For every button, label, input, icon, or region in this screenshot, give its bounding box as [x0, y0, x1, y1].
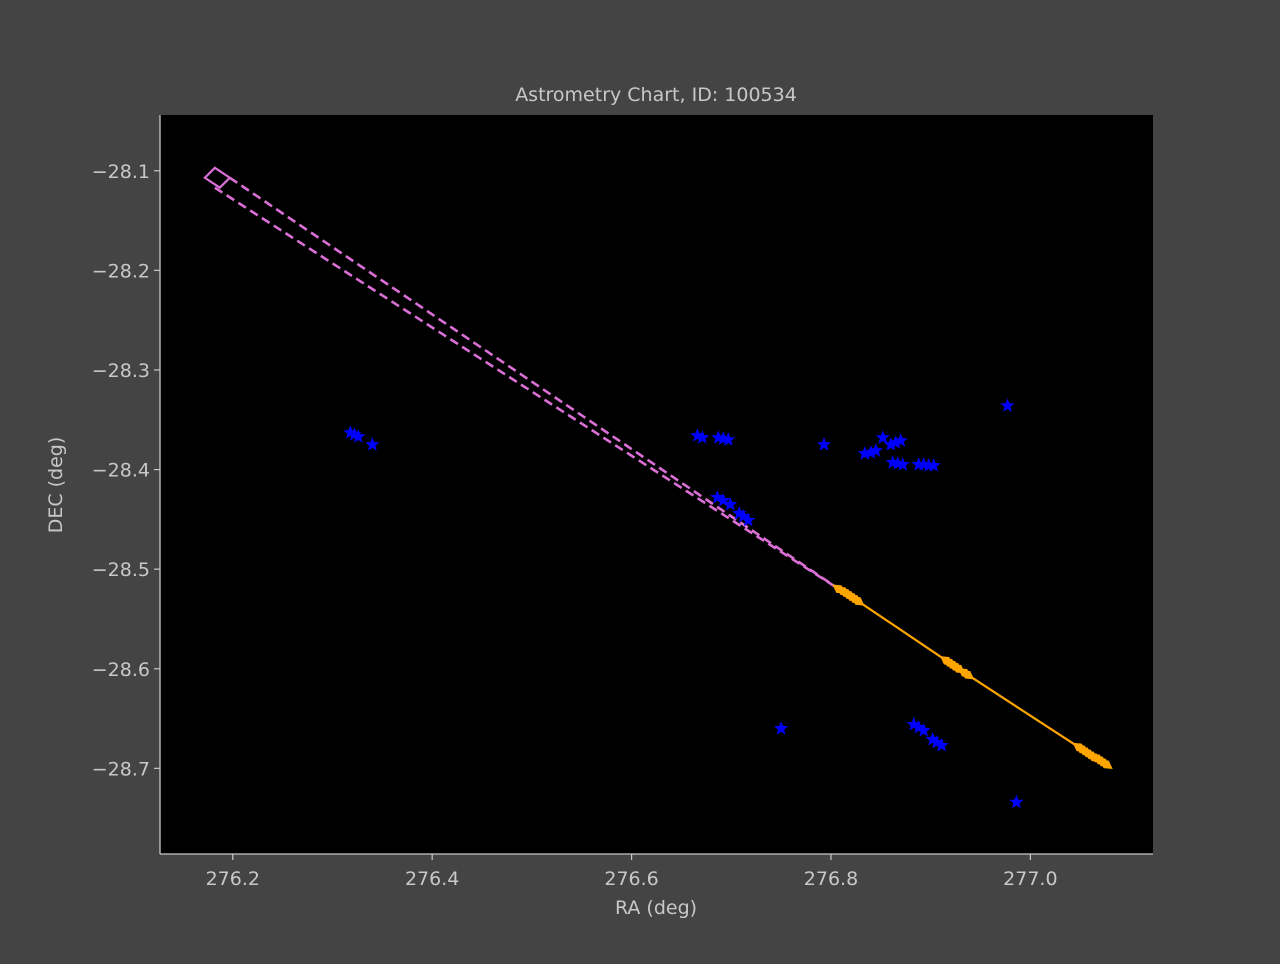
- star-point: [741, 512, 756, 527]
- y-tick-label: −28.7: [92, 758, 150, 780]
- star-point: [926, 458, 941, 472]
- star-point: [343, 425, 358, 439]
- x-tick-label: 277.0: [1003, 868, 1057, 890]
- star-point: [695, 430, 710, 444]
- track-point: [851, 596, 865, 606]
- star-point: [773, 721, 789, 735]
- track-point: [1099, 759, 1113, 769]
- star-point: [895, 457, 910, 471]
- y-tick-label: −28.5: [92, 559, 150, 581]
- star-point: [710, 489, 725, 504]
- y-ticks: −28.1 −28.2 −28.3 −28.4 −28.5 −28.6 −28.7: [92, 161, 160, 780]
- uncertainty-edge-line: [214, 186, 840, 591]
- star-point: [723, 496, 738, 511]
- star-point: [732, 505, 747, 520]
- star-point: [857, 446, 872, 460]
- star-point: [929, 734, 944, 749]
- star-point: [906, 717, 921, 731]
- y-tick-label: −28.4: [92, 460, 150, 482]
- uncertainty-box: [203, 166, 232, 190]
- star-point: [911, 720, 926, 734]
- x-tick-label: 276.2: [206, 868, 260, 890]
- star-point: [883, 437, 898, 451]
- star-point: [888, 435, 903, 449]
- star-point: [868, 443, 883, 457]
- uncertainty-edge-line: [229, 176, 840, 591]
- star-point: [893, 433, 908, 447]
- star-point: [1009, 794, 1024, 809]
- star-point: [816, 437, 832, 451]
- star-point: [934, 737, 949, 752]
- plot-marks: [203, 166, 1113, 809]
- x-tick-label: 276.6: [604, 868, 658, 890]
- y-tick-label: −28.2: [92, 260, 150, 282]
- x-tick-label: 276.4: [405, 868, 459, 890]
- star-point: [721, 432, 736, 446]
- star-point: [925, 731, 940, 746]
- y-tick-label: −28.1: [92, 161, 150, 183]
- star-point: [863, 445, 878, 459]
- star-point: [365, 437, 380, 451]
- x-ticks: 276.2 276.4 276.6 276.8 277.0: [206, 854, 1058, 890]
- x-axis-label: RA (deg): [615, 897, 697, 919]
- star-point: [347, 427, 362, 441]
- x-tick-label: 276.8: [804, 868, 858, 890]
- star-point: [736, 508, 751, 523]
- y-axis-label: DEC (deg): [45, 437, 67, 534]
- y-tick-label: −28.6: [92, 659, 150, 681]
- star-point: [351, 429, 366, 443]
- star-point: [716, 492, 731, 507]
- star-point: [916, 723, 931, 737]
- star-point: [1000, 398, 1015, 412]
- star-point: [690, 428, 705, 442]
- track-point: [961, 670, 975, 680]
- star-point: [875, 430, 890, 444]
- chart-title: Astrometry Chart, ID: 100534: [515, 84, 797, 106]
- y-tick-label: −28.3: [92, 360, 150, 382]
- plot-area: [160, 115, 1153, 854]
- axes: [159, 115, 1153, 855]
